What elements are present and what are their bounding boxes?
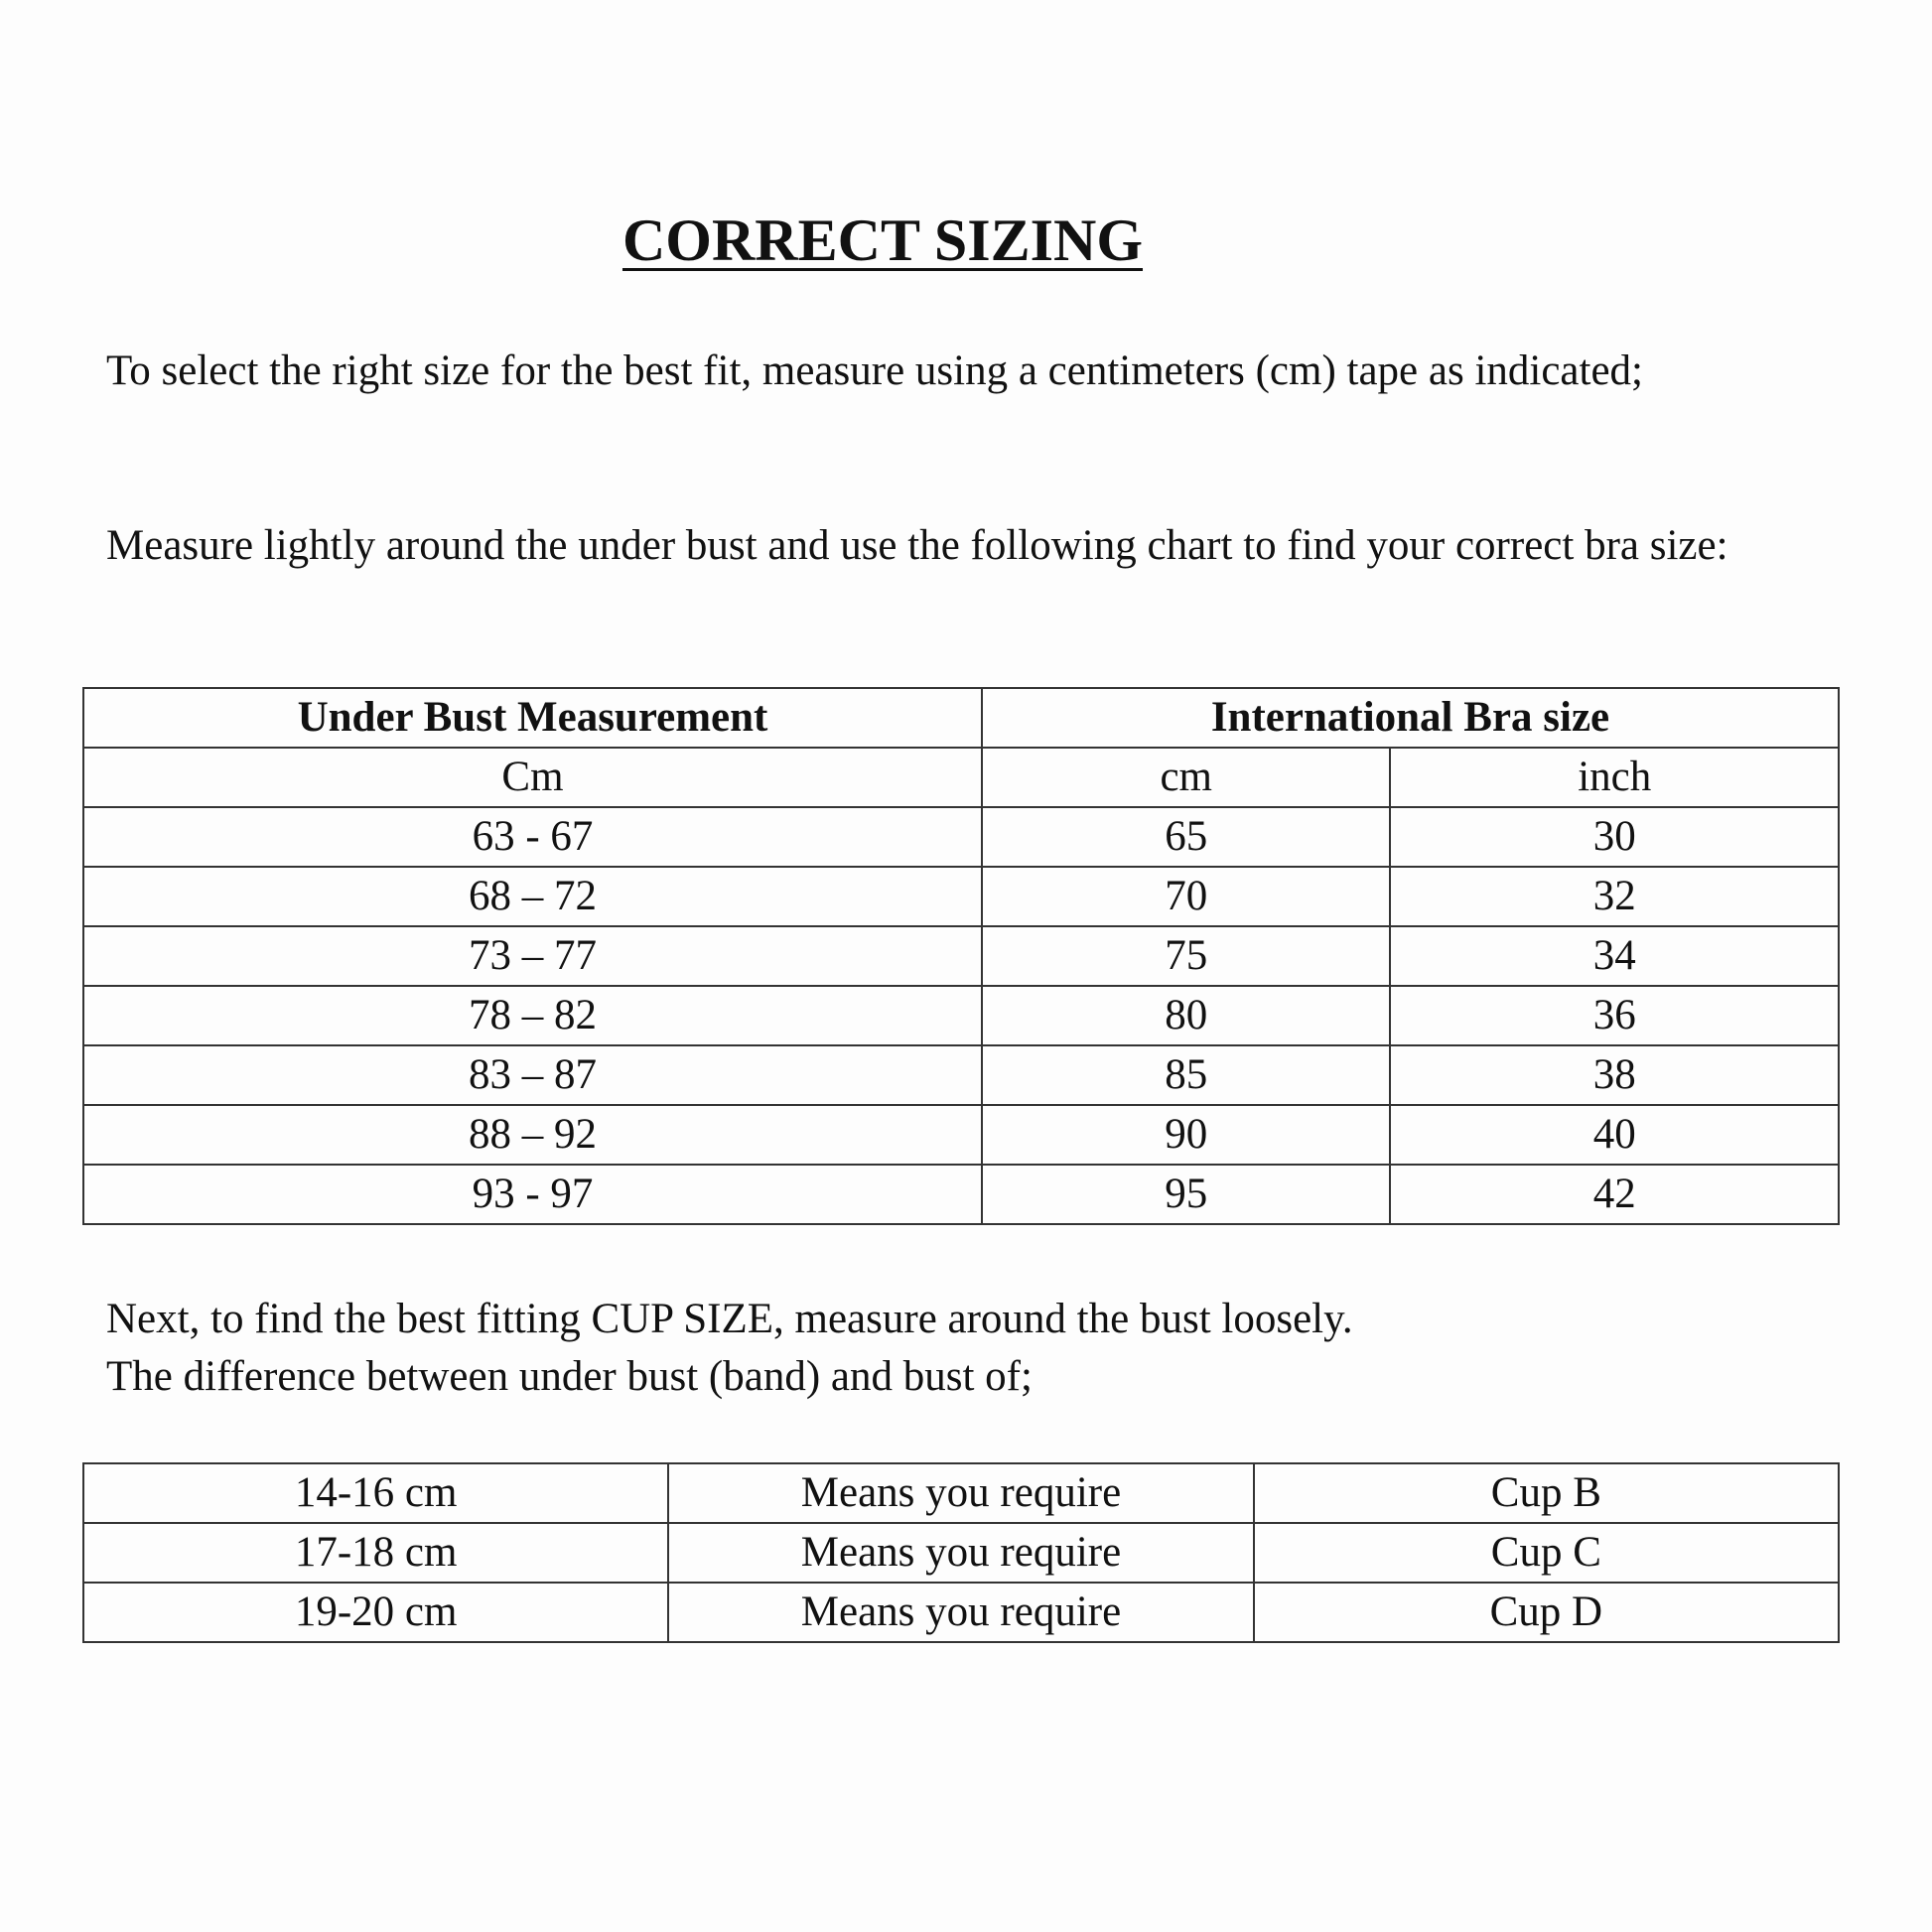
table-row: 73 – 77 75 34 [82, 925, 1840, 987]
table-cell: 75 [980, 925, 1392, 987]
subheader-cell: inch [1389, 747, 1840, 808]
table-cell: 30 [1389, 806, 1840, 868]
subheader-cell: cm [980, 747, 1392, 808]
table-cell: 14-16 cm [81, 1462, 670, 1524]
table-cell: 34 [1389, 925, 1840, 987]
table-row: 83 – 87 85 38 [82, 1044, 1840, 1106]
table-cell: 19-20 cm [81, 1582, 670, 1643]
table-cell: 42 [1389, 1164, 1840, 1225]
cup-line-2: The difference between under bust (band)… [106, 1353, 1033, 1400]
title-text: CORRECT SIZING [621, 207, 1144, 273]
table-row: 63 - 67 65 30 [82, 806, 1840, 868]
cup-line-1: Next, to find the best fitting CUP SIZE,… [106, 1296, 1353, 1342]
band-size-table: Under Bust Measurement International Bra… [82, 687, 1841, 1225]
table-cell: 68 – 72 [82, 866, 983, 927]
table-cell: 40 [1389, 1104, 1840, 1166]
table-cell: 65 [980, 806, 1392, 868]
table-row: 68 – 72 70 32 [82, 866, 1840, 927]
table-cell: Cup B [1252, 1462, 1841, 1524]
table-cell: 90 [980, 1104, 1392, 1166]
table-row: 19-20 cm Means you require Cup D [81, 1582, 1841, 1643]
table-row: 93 - 97 95 42 [82, 1164, 1840, 1225]
table-cell: Cup C [1252, 1522, 1841, 1584]
page-title: CORRECT SIZING [0, 207, 1765, 275]
instruction-paragraph: Measure lightly around the under bust an… [106, 522, 1728, 569]
table-subheader-row: Cm cm inch [82, 747, 1840, 808]
cup-size-table: 14-16 cm Means you require Cup B 17-18 cm Me… [81, 1462, 1841, 1643]
table-cell: Means you require [667, 1582, 1255, 1643]
header-international-size: International Bra size [980, 687, 1841, 749]
intro-paragraph: To select the right size for the best fi… [106, 347, 1643, 394]
table-cell: 32 [1389, 866, 1840, 927]
table-cell: 78 – 82 [82, 985, 983, 1046]
table-row: 14-16 cm Means you require Cup B [81, 1462, 1841, 1524]
table-cell: 85 [980, 1044, 1392, 1106]
table-cell: Cup D [1252, 1582, 1841, 1643]
table-cell: 93 - 97 [82, 1164, 983, 1225]
table-row: 78 – 82 80 36 [82, 985, 1840, 1046]
table-cell: 36 [1389, 985, 1840, 1046]
table-cell: 83 – 87 [82, 1044, 983, 1106]
table-cell: 95 [980, 1164, 1392, 1225]
table-cell: 63 - 67 [82, 806, 983, 868]
table-cell: 73 – 77 [82, 925, 983, 987]
table-cell: 38 [1389, 1044, 1840, 1106]
table-cell: Means you require [667, 1462, 1255, 1524]
table-cell: 88 – 92 [82, 1104, 983, 1166]
table-row: 17-18 cm Means you require Cup C [81, 1522, 1841, 1584]
table-row: 88 – 92 90 40 [82, 1104, 1840, 1166]
subheader-cell: Cm [82, 747, 983, 808]
header-under-bust: Under Bust Measurement [82, 687, 983, 749]
table-cell: 70 [980, 866, 1392, 927]
table-cell: Means you require [667, 1522, 1255, 1584]
table-header-row: Under Bust Measurement International Bra… [82, 687, 1841, 749]
table-cell: 80 [980, 985, 1392, 1046]
table-cell: 17-18 cm [81, 1522, 670, 1584]
